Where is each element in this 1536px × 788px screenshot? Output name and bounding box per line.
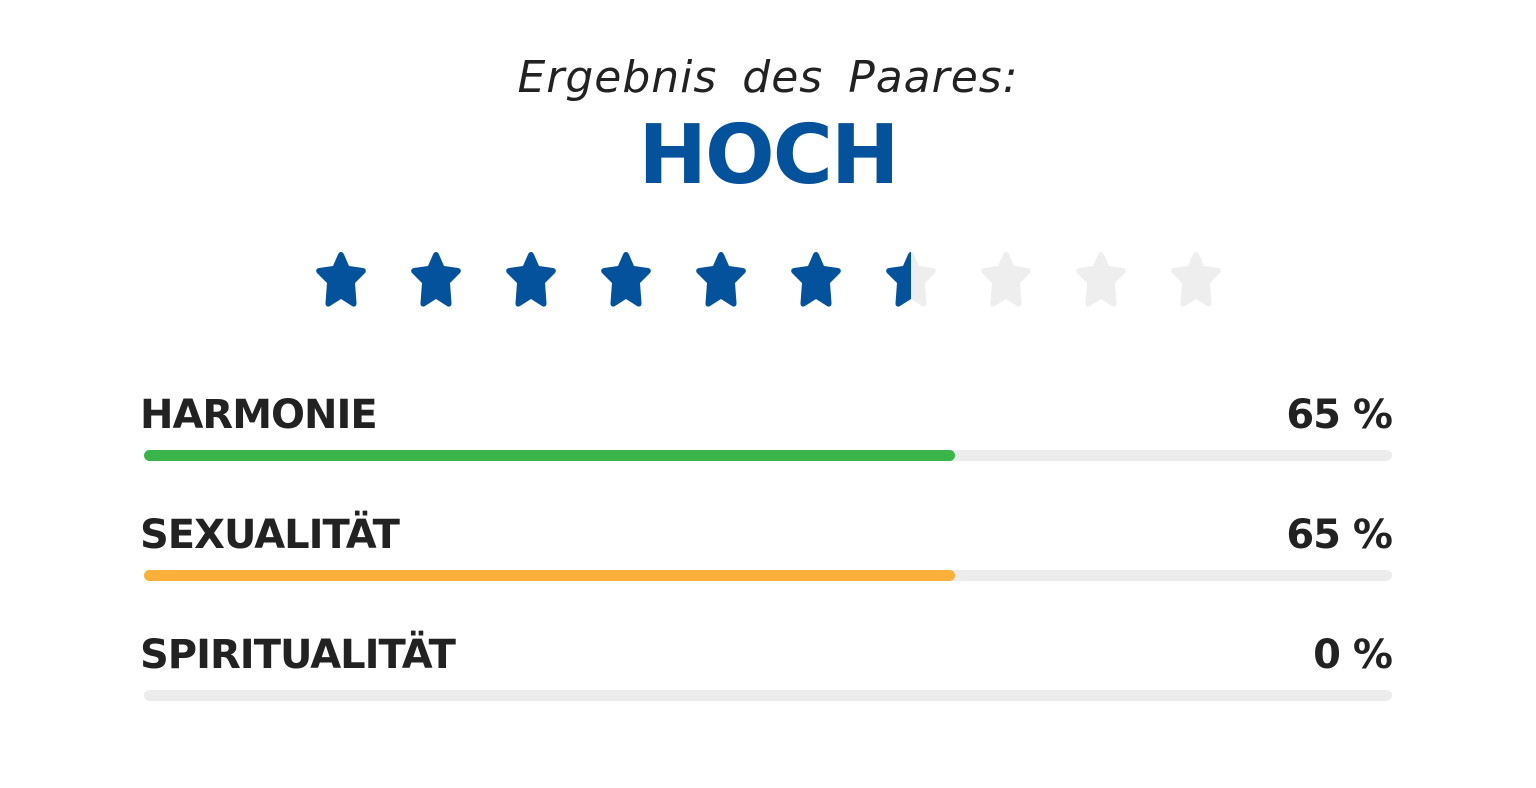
star-icon: [881, 250, 941, 310]
result-subtitle: Ergebnis des Paares:: [517, 52, 1019, 103]
category-percent: 65 %: [1286, 392, 1393, 438]
category-percent: 65 %: [1286, 512, 1393, 558]
category-label: HARMONIE: [140, 392, 378, 438]
star-icon: [1071, 250, 1131, 310]
star-icon: [976, 250, 1036, 310]
progress-track: [144, 450, 1392, 461]
star-icon: [691, 250, 751, 310]
star-icon: [1166, 250, 1226, 310]
progress-fill: [144, 450, 956, 461]
category-label: SEXUALITÄT: [140, 512, 400, 558]
category-percent: 0 %: [1313, 632, 1393, 678]
star-icon: [406, 250, 466, 310]
progress-track: [144, 570, 1392, 581]
star-icon: [311, 250, 371, 310]
result-title: HOCH: [638, 108, 899, 203]
progress-track: [144, 690, 1392, 701]
progress-fill: [144, 570, 956, 581]
star-icon: [596, 250, 656, 310]
category-label: SPIRITUALITÄT: [140, 632, 456, 678]
star-icon: [786, 250, 846, 310]
star-icon: [501, 250, 561, 310]
